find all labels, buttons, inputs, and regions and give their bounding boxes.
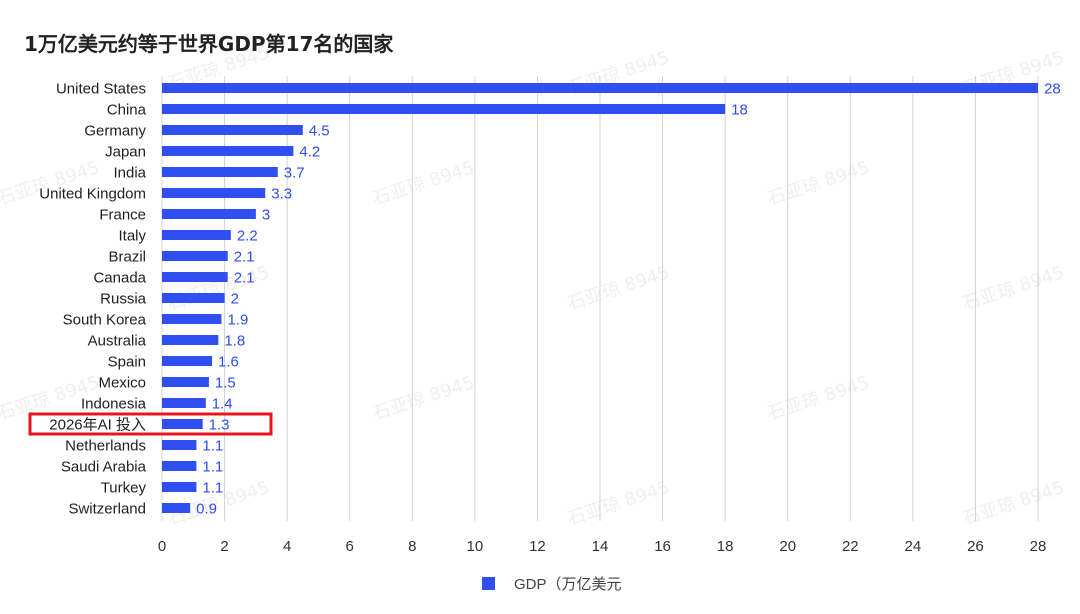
value-label: 1.5 (215, 375, 236, 392)
bar (162, 482, 197, 492)
value-label: 1.3 (209, 417, 230, 434)
value-label: 3.3 (271, 186, 292, 203)
value-label: 3 (262, 207, 270, 224)
bar (162, 293, 225, 303)
value-labels: 28 18 4.5 4.2 3.7 3.332.2 2.1 2.1 2 1.9 1.8 1.6 1.5 1… (28, 81, 1061, 518)
category-label: Spain (108, 354, 146, 371)
bar (162, 461, 197, 471)
value-label: 1.1 (202, 459, 223, 476)
value-label: 2 (231, 291, 239, 308)
x-tick-label: 10 (467, 538, 484, 555)
x-tick-label: 22 (842, 538, 859, 555)
grid-lines (161, 76, 1039, 521)
category-label: India (113, 165, 146, 182)
legend-swatch (482, 577, 495, 590)
category-label: France (99, 207, 146, 224)
bar (162, 167, 278, 177)
value-label: 0.9 (196, 501, 217, 518)
category-label: China (107, 102, 147, 119)
legend: GDP（万亿美元 (482, 576, 622, 593)
bar (162, 251, 228, 261)
watermark-text: 石亚琼 8945 (960, 477, 1067, 530)
watermark-text: 石亚琼 8945 (765, 372, 872, 425)
bar (162, 356, 213, 366)
category-label: Canada (93, 270, 146, 287)
bar (162, 125, 303, 135)
bar (162, 398, 206, 408)
value-label: 1.9 (227, 312, 248, 329)
category-label: Brazil (108, 249, 146, 266)
x-tick-label: 2 (220, 538, 228, 555)
category-label: Saudi Arabia (61, 459, 147, 476)
category-label: Turkey (101, 480, 147, 497)
category-label: Switzerland (68, 501, 146, 518)
bars (162, 83, 1038, 513)
x-tick-label: 14 (592, 538, 609, 555)
value-label: 1.4 (212, 396, 233, 413)
watermark-layer: 石亚琼 8945 石亚琼 8945 石亚琼 8945 石亚琼 8945 石亚琼 8945… (0, 42, 1067, 530)
value-label: 4.5 (309, 123, 330, 140)
legend-label: GDP（万亿美元 (514, 576, 622, 593)
value-label: 28 (1044, 81, 1061, 98)
value-label: 3.7 (284, 165, 305, 182)
category-label: Japan (105, 144, 146, 161)
category-label: Russia (100, 291, 147, 308)
bar (162, 146, 294, 156)
x-tick-label: 8 (408, 538, 416, 555)
bar (162, 377, 209, 387)
category-label: Indonesia (81, 396, 147, 413)
x-tick-label: 20 (779, 538, 796, 555)
value-label: 1.6 (218, 354, 239, 371)
x-tick-label: 12 (529, 538, 546, 555)
value-label: 1.1 (202, 438, 223, 455)
watermark-text: 石亚琼 8945 (960, 262, 1067, 315)
x-tick-label: 28 (1030, 538, 1047, 555)
watermark-text: 石亚琼 8945 (370, 372, 477, 425)
x-tick-labels: 0 2 4 6 8 10 12 14 16 18 20 22 24 26 28 (158, 538, 1047, 555)
value-label: 2.1 (234, 249, 255, 266)
bar (162, 419, 203, 429)
highlight-box (28, 412, 273, 436)
category-label: Netherlands (65, 438, 146, 455)
bar (162, 83, 1038, 93)
x-tick-label: 0 (158, 538, 166, 555)
bar (162, 104, 726, 114)
value-label: 2.1 (234, 270, 255, 287)
bar (162, 335, 219, 345)
bar (162, 314, 222, 324)
bar (162, 188, 266, 198)
watermark-text: 石亚琼 8945 (765, 157, 872, 210)
bar (162, 272, 228, 282)
x-tick-label: 4 (283, 538, 291, 555)
value-label: 1.1 (202, 480, 223, 497)
category-label: United States (56, 81, 146, 98)
x-tick-label: 18 (717, 538, 734, 555)
category-label: Mexico (98, 375, 146, 392)
watermark-text: 石亚琼 8945 (565, 477, 672, 530)
bar (162, 230, 231, 240)
bar (162, 503, 191, 513)
category-labels: United States China Germany Japan India Unite… (39, 81, 146, 518)
chart-title: 1万亿美元约等于世界GDP第17名的国家 (24, 32, 394, 56)
bar (162, 209, 256, 219)
category-label: Germany (84, 123, 146, 140)
watermark-text: 石亚琼 8945 (370, 157, 477, 210)
category-label: Australia (88, 333, 147, 350)
value-label: 18 (731, 102, 748, 119)
x-tick-label: 26 (967, 538, 984, 555)
value-label: 4.2 (299, 144, 320, 161)
x-tick-label: 16 (654, 538, 671, 555)
value-label: 2.2 (237, 228, 258, 245)
x-tick-label: 6 (346, 538, 354, 555)
bar (162, 440, 197, 450)
x-tick-label: 24 (905, 538, 922, 555)
category-label: South Korea (63, 312, 147, 329)
value-label: 1.8 (224, 333, 245, 350)
watermark-text: 石亚琼 8945 (565, 262, 672, 315)
watermark-text: 石亚琼 8945 (165, 262, 272, 315)
category-label: United Kingdom (39, 186, 146, 203)
category-label: Italy (118, 228, 146, 245)
category-label: 2026年AI 投入 (49, 417, 146, 434)
